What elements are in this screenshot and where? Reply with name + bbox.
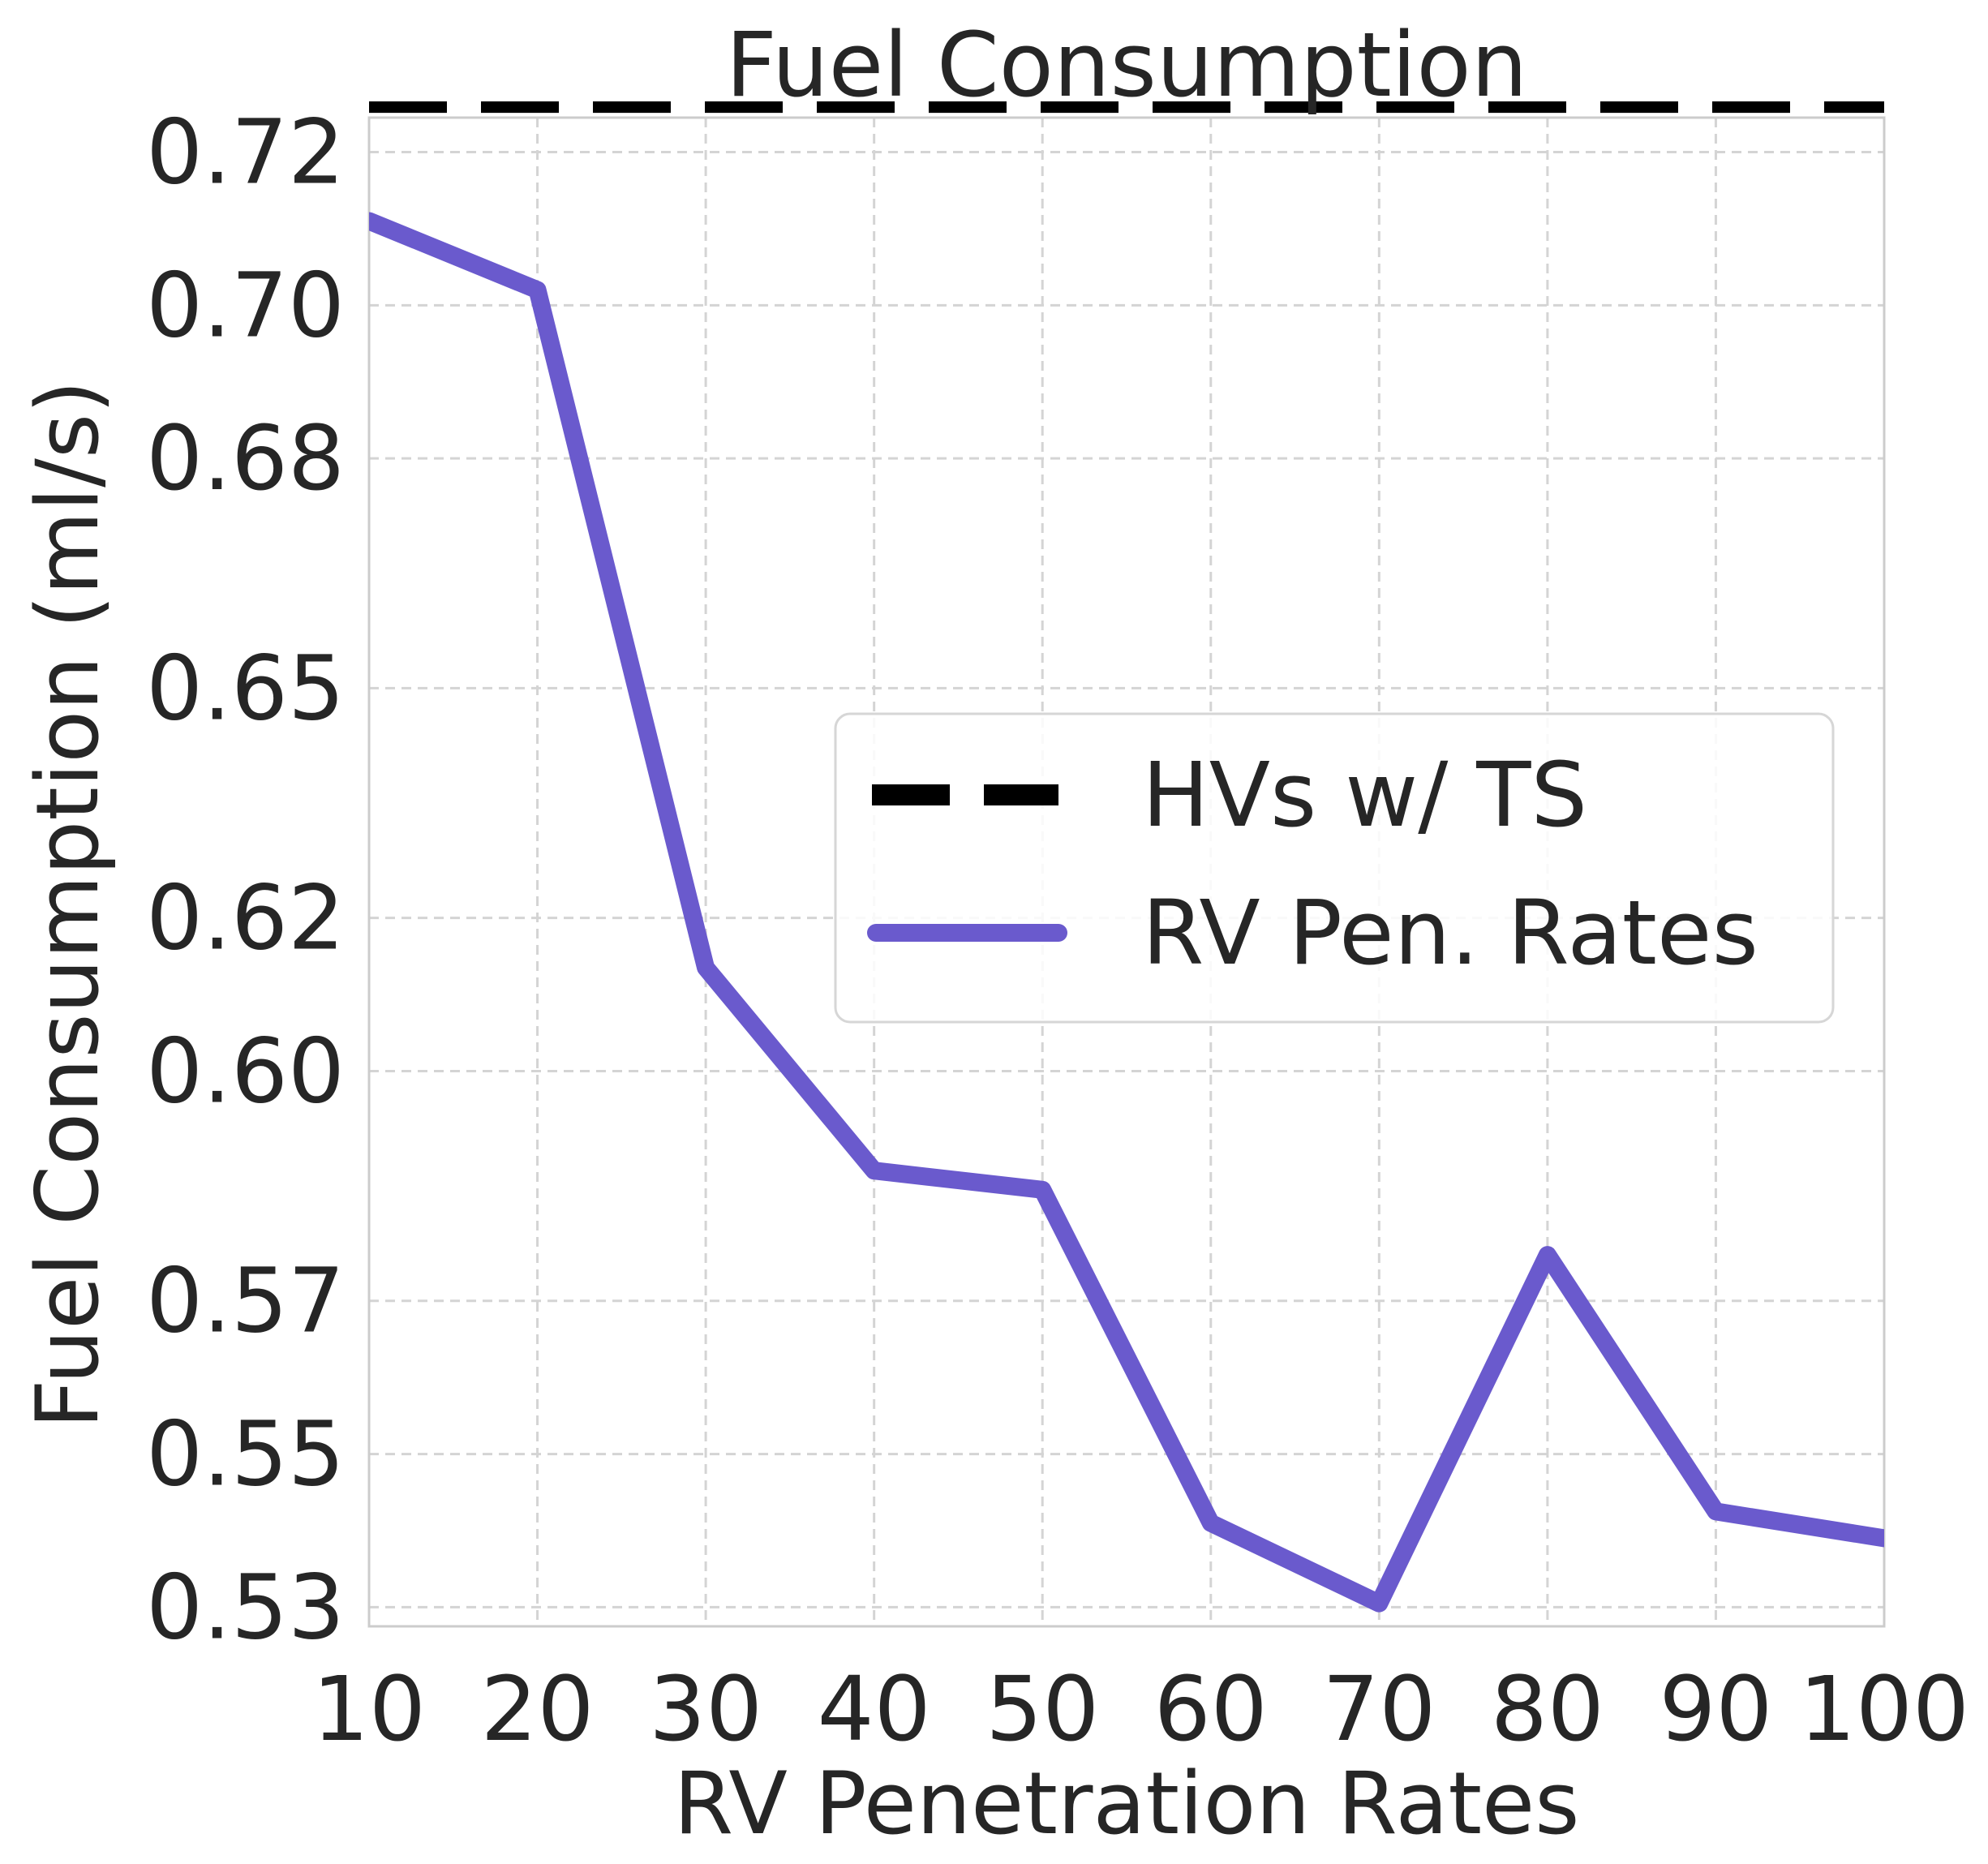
x-tick-label: 10: [312, 1657, 426, 1761]
legend-box: [834, 712, 1835, 1024]
x-tick-label: 50: [985, 1657, 1099, 1761]
plot-frame: [367, 116, 1886, 1628]
series-layer: [369, 101, 1884, 1613]
y-tick-label: 0.62: [146, 866, 345, 970]
y-tick-label: 0.72: [146, 100, 345, 204]
x-tick-label: 80: [1491, 1657, 1604, 1761]
x-axis-title: RV Penetration Rates: [674, 1754, 1580, 1853]
y-tick-label: 0.57: [146, 1249, 345, 1353]
y-axis-title: Fuel Consumption (ml/s): [18, 380, 118, 1429]
legend-label-hvs-ts: HVs w/ TS: [1142, 743, 1587, 847]
x-tick-label: 90: [1659, 1657, 1772, 1761]
x-tick-label: 30: [649, 1657, 762, 1761]
y-tick-label: 0.53: [146, 1555, 345, 1659]
x-tick-label: 20: [481, 1657, 595, 1761]
x-tick-label: 70: [1322, 1657, 1436, 1761]
series-line-rv-pen-rates: [369, 212, 1884, 1613]
x-tick-label: 40: [818, 1657, 931, 1761]
y-tick-label: 0.65: [146, 636, 345, 740]
x-tick-label: 60: [1154, 1657, 1268, 1761]
y-tick-labels: 0.53 0.55 0.57 0.60 0.62 0.65 0.68 0.70 0.72: [146, 100, 345, 1659]
legend-label-rv-pen-rates: RV Pen. Rates: [1142, 881, 1758, 985]
y-tick-label: 0.68: [146, 406, 345, 510]
chart-title: Fuel Consumption: [726, 13, 1528, 117]
y-tick-label: 0.60: [146, 1019, 345, 1123]
legend: HVs w/ TS RV Pen. Rates: [834, 712, 1835, 1024]
x-tick-label: 100: [1799, 1657, 1969, 1761]
x-tick-labels: 10 20 30 40 50 60 70 80 90 100: [312, 1657, 1969, 1761]
y-tick-label: 0.55: [146, 1402, 345, 1506]
y-tick-label: 0.70: [146, 253, 345, 357]
